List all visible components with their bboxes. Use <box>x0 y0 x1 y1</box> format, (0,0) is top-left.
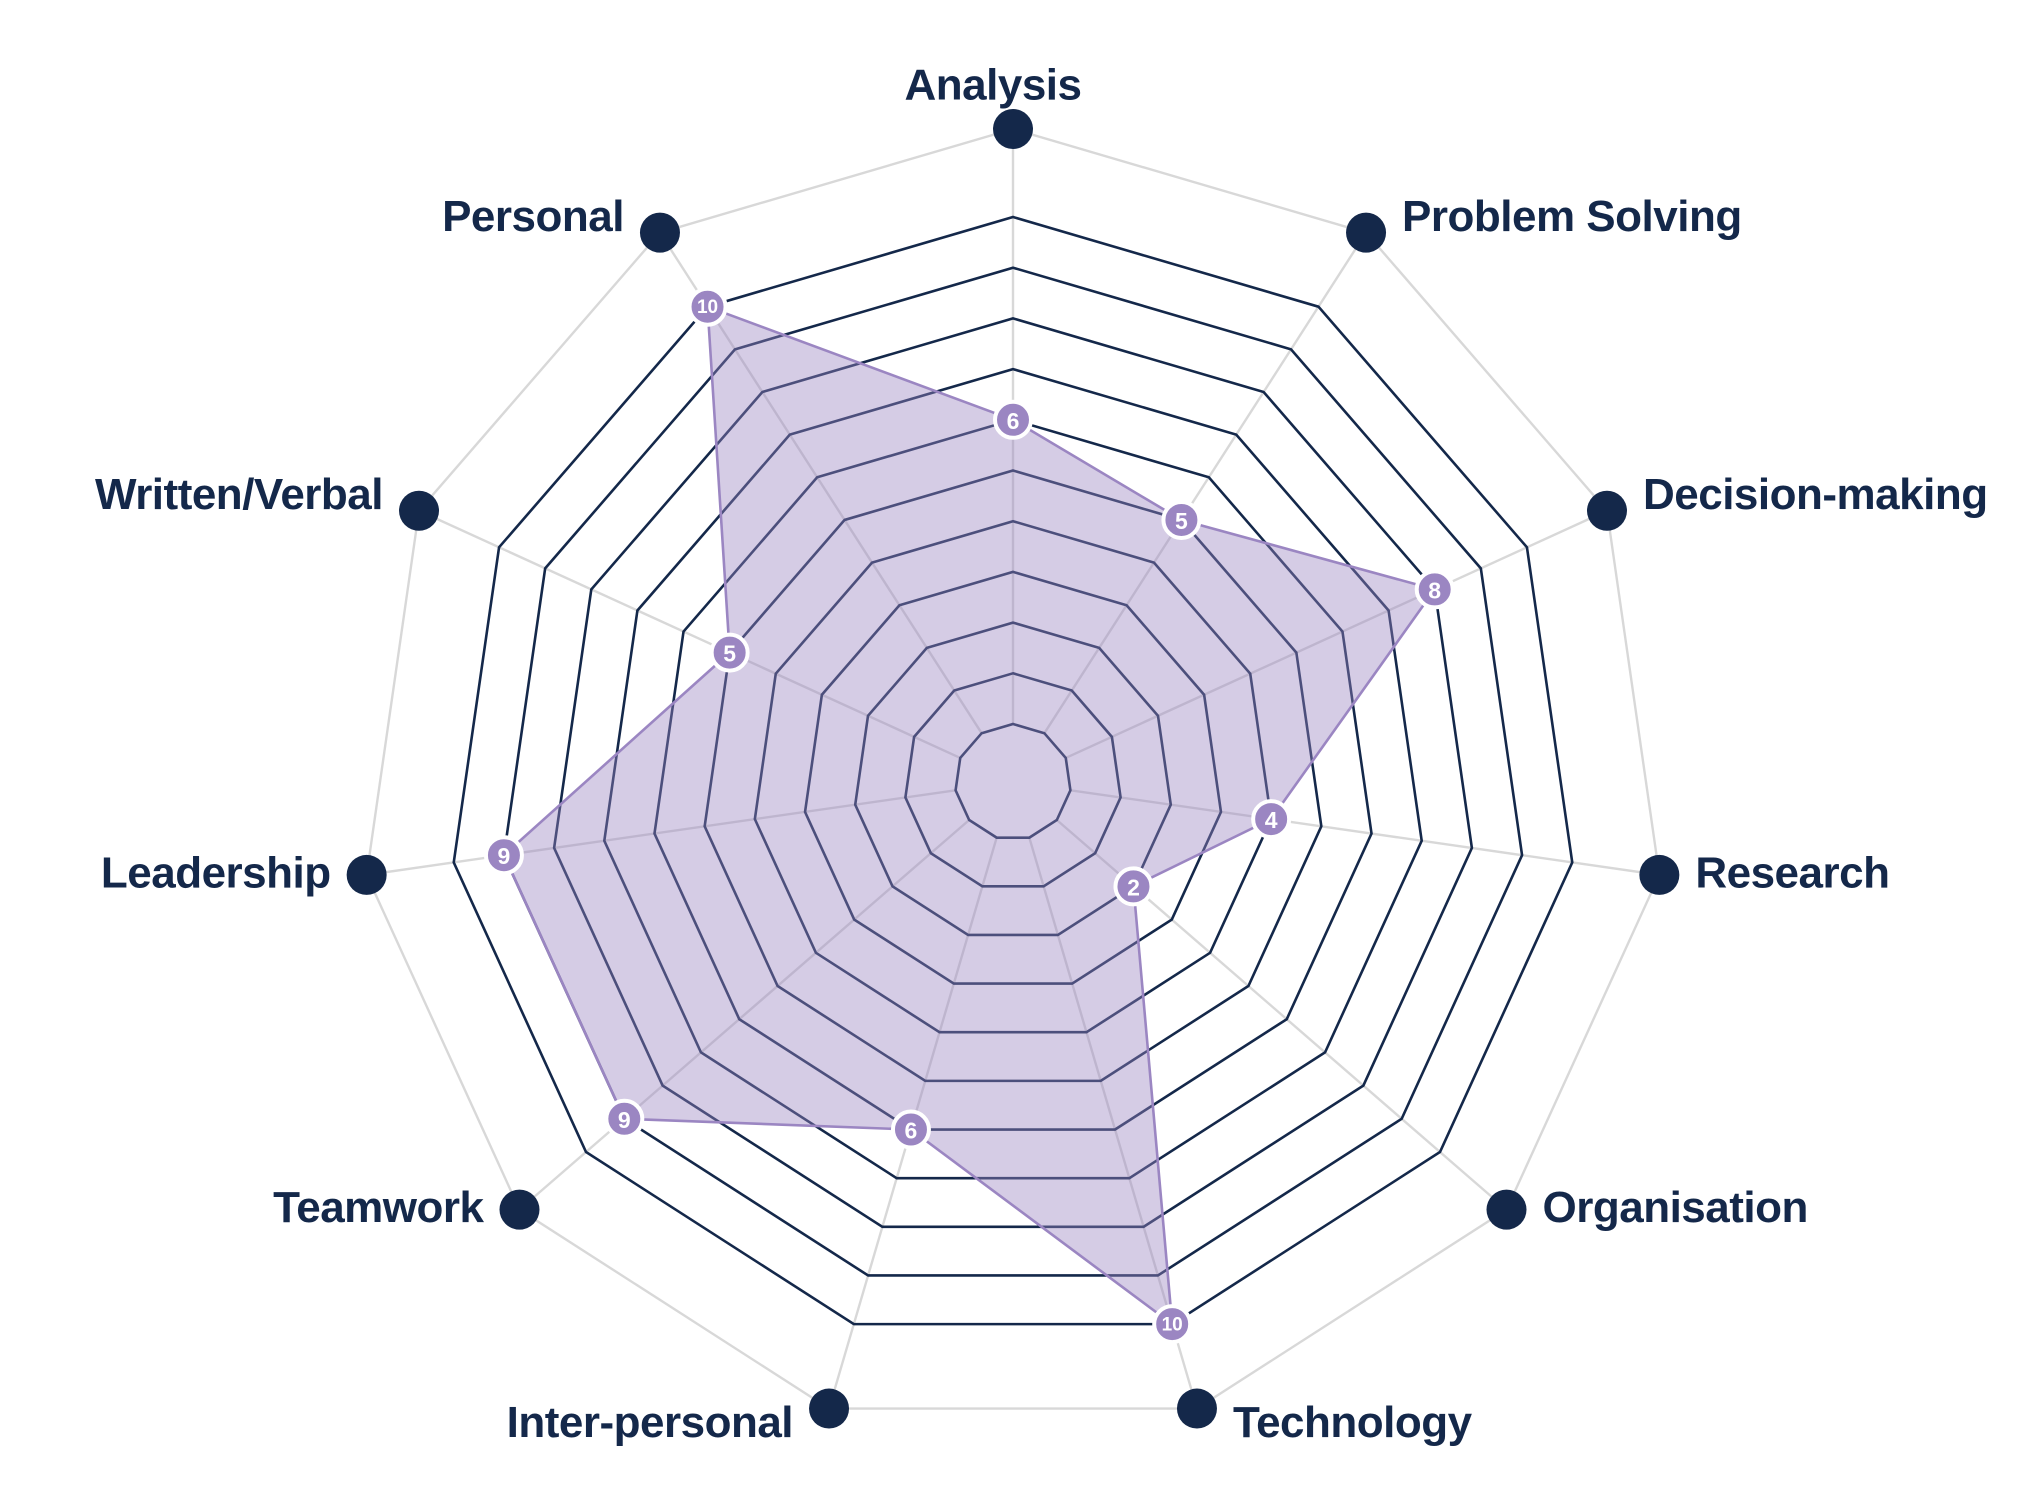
data-marker-leadership <box>483 835 524 876</box>
axis-dot-decision-making <box>1586 490 1627 531</box>
data-label-teamwork: 9 <box>618 1107 631 1133</box>
axis-dot-organisation <box>1486 1189 1527 1230</box>
axis-dot-teamwork <box>499 1189 540 1230</box>
data-point-decision-making: 8 <box>1414 569 1455 610</box>
spoke-written-verbal <box>418 509 961 759</box>
data-label-decision-making: 8 <box>1428 577 1441 603</box>
axis-label-organisation: Organisation <box>1543 1183 1808 1232</box>
axis-dot-inter-personal <box>809 1388 850 1429</box>
ring-3 <box>803 570 1223 985</box>
data-marker-problem-solving <box>1161 499 1202 540</box>
ring-4 <box>753 519 1273 1034</box>
data-point-organisation: 2 <box>1113 866 1154 907</box>
data-point-inter-personal: 6 <box>890 1109 931 1150</box>
ring-0 <box>954 722 1072 839</box>
axis-dot-written-verbal <box>399 490 440 531</box>
axis-labels: Analysis Problem Solving Decision-making Re… <box>95 61 1988 1448</box>
axis-dot-research <box>1639 854 1680 895</box>
axis-label-teamwork: Teamwork <box>273 1183 484 1232</box>
data-marker-analysis <box>993 399 1033 440</box>
outer-ring <box>365 127 1661 1410</box>
axis-label-leadership: Leadership <box>101 848 331 897</box>
data-label-inter-personal: 6 <box>905 1118 918 1144</box>
series-area <box>502 305 1437 1326</box>
data-point-personal: 10 <box>687 286 728 327</box>
axis-dot-personal <box>639 212 680 253</box>
data-point-teamwork: 9 <box>604 1098 645 1139</box>
ring-1 <box>904 671 1122 888</box>
spoke-leadership <box>366 789 956 877</box>
data-marker-inter-personal <box>890 1109 931 1150</box>
axis-label-decision-making: Decision-making <box>1643 470 1988 519</box>
axis-label-written-verbal: Written/Verbal <box>95 470 383 519</box>
data-point-written-verbal: 5 <box>709 632 750 673</box>
data-marker-teamwork <box>604 1098 645 1139</box>
spoke-decision-making <box>1065 509 1608 759</box>
spoke-research <box>1070 789 1660 877</box>
data-point-analysis: 6 <box>993 399 1033 440</box>
spoke-teamwork <box>518 819 970 1211</box>
ring-8 <box>552 317 1474 1229</box>
data-label-organisation: 2 <box>1127 874 1140 900</box>
ring-5 <box>703 469 1323 1083</box>
axis-dot-leadership <box>346 854 387 895</box>
axis-label-analysis: Analysis <box>905 61 1082 110</box>
data-label-problem-solving: 5 <box>1175 508 1188 534</box>
axis-dot-technology <box>1176 1388 1217 1429</box>
ring-9 <box>502 266 1524 1277</box>
axis-label-inter-personal: Inter-personal <box>507 1398 793 1447</box>
radar-rings <box>452 215 1574 1326</box>
radar-series: 6 5 8 4 2 10 6 9 9 5 10 <box>483 286 1455 1345</box>
data-label-analysis: 6 <box>1007 408 1020 434</box>
ring-10 <box>452 215 1574 1326</box>
axis-dot-analysis <box>993 109 1033 149</box>
data-marker-organisation <box>1113 866 1154 907</box>
data-marker-research <box>1251 799 1292 840</box>
data-label-research: 4 <box>1265 807 1278 833</box>
data-point-technology: 10 <box>1152 1304 1193 1345</box>
axis-dot-problem-solving <box>1346 212 1387 253</box>
data-label-personal: 10 <box>697 297 718 318</box>
data-marker-decision-making <box>1414 569 1455 610</box>
data-marker-technology <box>1152 1304 1193 1345</box>
data-label-leadership: 9 <box>498 843 511 869</box>
data-label-technology: 10 <box>1162 1315 1183 1336</box>
data-point-leadership: 9 <box>483 835 524 876</box>
axis-label-technology: Technology <box>1233 1398 1473 1447</box>
data-marker-personal <box>687 286 728 327</box>
spoke-problem-solving <box>1043 232 1368 734</box>
axis-label-problem-solving: Problem Solving <box>1402 192 1742 241</box>
data-label-written-verbal: 5 <box>723 641 736 667</box>
axis-label-personal: Personal <box>442 192 624 241</box>
ring-2 <box>853 621 1173 937</box>
axis-label-research: Research <box>1695 848 1889 897</box>
axis-dots <box>346 109 1680 1429</box>
data-point-research: 4 <box>1251 799 1292 840</box>
data-point-problem-solving: 5 <box>1161 499 1202 540</box>
data-marker-written-verbal <box>709 632 750 673</box>
radar-spokes <box>365 127 1661 1410</box>
ring-6 <box>653 418 1373 1131</box>
ring-7 <box>602 367 1424 1180</box>
